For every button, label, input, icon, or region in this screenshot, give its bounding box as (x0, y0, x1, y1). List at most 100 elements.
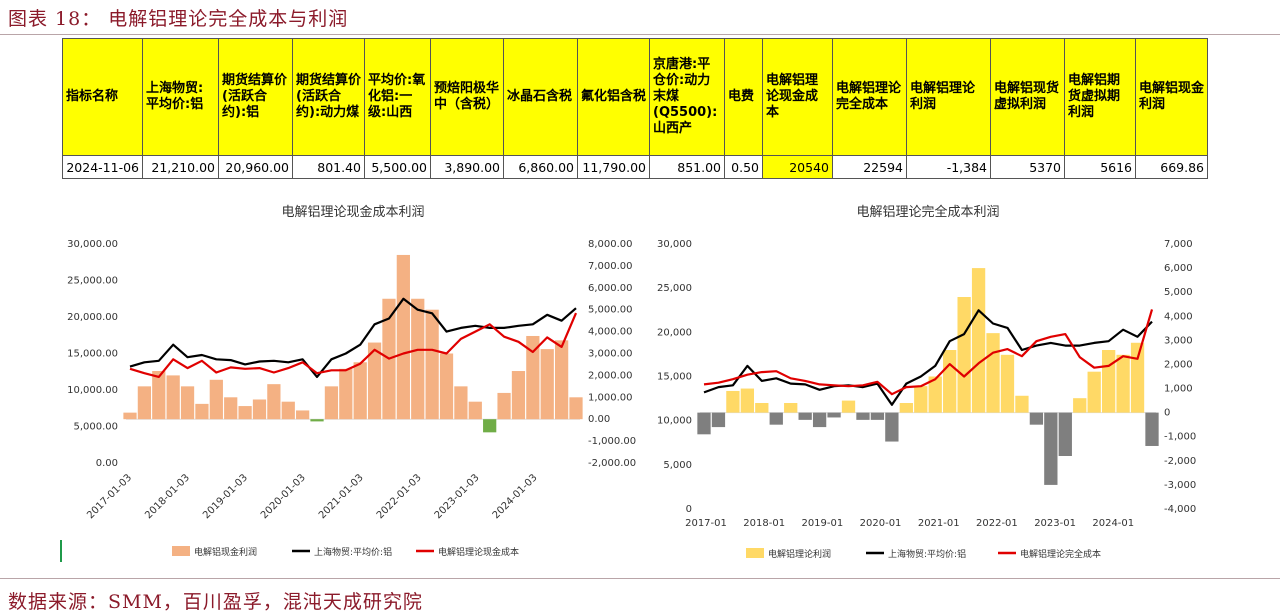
profit-bar (1130, 342, 1145, 413)
profit-bar (769, 412, 783, 425)
profit-bar (353, 362, 367, 420)
x-tick-label: 2024-01 (1092, 518, 1134, 529)
table-cell: 20,960.00 (218, 155, 293, 179)
y-left-tick-label: 30,000.00 (67, 239, 118, 250)
table-cell: 0.50 (724, 155, 763, 179)
profit-bar (986, 333, 1000, 413)
profit-bar (324, 386, 339, 420)
profit-bar (396, 254, 410, 420)
profit-bar (885, 412, 899, 442)
table-header-cell: 电费 (724, 38, 763, 156)
top-divider (0, 34, 1280, 35)
y-left-tick-label: 5,000 (663, 460, 692, 471)
y-right-tick-label: 5,000.00 (588, 305, 633, 316)
chart-panel-full: 电解铝理论完全成本利润 0 5,000 10,000 15,000 20,000 25,00… (648, 186, 1215, 578)
table-header-cell: 冰晶石含税 (503, 38, 578, 156)
legend-swatch (746, 548, 764, 558)
table-header-cell: 京唐港:平仓价:动力末煤(Q5500):山西产 (649, 38, 725, 156)
y-right-tick-label: 7,000 (1164, 239, 1193, 250)
x-tick-label: 2020-01-03 (259, 472, 308, 521)
profit-bar (755, 403, 769, 413)
y-left-tick-label: 30,000 (657, 239, 692, 250)
x-tick-label: 2018-01 (743, 518, 785, 529)
table-header-cell: 电解铝期货虚拟期利润 (1064, 38, 1136, 156)
x-tick-label: 2020-01 (860, 518, 902, 529)
profit-bar (569, 397, 583, 420)
y-right-tick-label: -4,000 (1164, 504, 1196, 515)
y-left-tick-label: 5,000.00 (73, 422, 118, 433)
table-header-cell: 电解铝理论现金成本 (762, 38, 833, 156)
profit-bar (439, 353, 454, 420)
legend-label: 电解铝现金利润 (194, 546, 257, 558)
table-header-cell: 电解铝理论完全成本 (832, 38, 907, 156)
x-tick-label: 2024-01-03 (491, 472, 540, 521)
table-cell: 2024-11-06 (62, 155, 143, 179)
y-right-tick-label: -3,000 (1164, 480, 1196, 491)
profit-bar (209, 379, 223, 420)
table-cell: 3,890.00 (430, 155, 504, 179)
x-tick-label: 2021-01-03 (317, 472, 366, 521)
y-left-tick-label: 10,000.00 (67, 385, 118, 396)
table-cell: 851.00 (649, 155, 725, 179)
y-right-tick-label: 0 (1164, 408, 1170, 419)
profit-bar (554, 340, 569, 420)
profit-bar (166, 375, 180, 420)
x-tick-label: 2018-01-03 (143, 472, 192, 521)
profit-bar (195, 403, 209, 420)
profit-bar (914, 386, 928, 413)
legend-label: 电解铝理论现金成本 (438, 546, 519, 558)
price-line (703, 309, 1153, 406)
cost-line (703, 309, 1154, 396)
y-right-tick-label: -1,000.00 (588, 436, 636, 447)
profit-bar (943, 350, 957, 413)
profit-bar (784, 403, 798, 413)
profit-bar (812, 412, 827, 428)
table-cell: 21,210.00 (142, 155, 219, 179)
legend-label: 上海物贸:平均价:铝 (314, 546, 392, 558)
profit-bar (711, 412, 726, 428)
y-right-tick-label: 2,000.00 (588, 370, 633, 381)
cash-profit-chart: 电解铝理论现金成本利润 0.00 5,000.00 10,000.00 15,000.0… (67, 204, 636, 558)
y-right-tick-label: -2,000.00 (588, 458, 636, 469)
y-left-tick-label: 20,000 (657, 327, 692, 338)
profit-bar (1087, 371, 1101, 413)
profit-bar (180, 386, 195, 420)
profit-bar (1000, 354, 1015, 413)
x-tick-label: 2021-01 (918, 518, 960, 529)
profit-bar (957, 297, 971, 413)
y-right-tick-label: -1,000 (1164, 432, 1196, 443)
table-header-cell: 期货结算价(活跃合约):铝 (218, 38, 293, 156)
y-left-tick-label: 25,000 (657, 283, 692, 294)
y-right-tick-label: 6,000.00 (588, 283, 633, 294)
table-header-cell: 电解铝现货虚拟利润 (990, 38, 1065, 156)
legend-label: 电解铝理论利润 (768, 548, 831, 560)
profit-bar (123, 412, 137, 420)
y-left-tick-label: 15,000.00 (67, 349, 118, 360)
x-tick-label: 2017-01 (685, 518, 727, 529)
table-header-cell: 上海物贸:平均价:铝 (142, 38, 219, 156)
profit-bar (827, 412, 841, 418)
profit-bar (281, 401, 295, 420)
profit-bar (1044, 412, 1058, 485)
profit-bar (468, 401, 482, 420)
y-left-tick-label: 20,000.00 (67, 312, 118, 323)
profit-bar (339, 368, 353, 420)
x-tick-label: 2022-01-03 (375, 472, 424, 521)
y-right-tick-label: 7,000.00 (588, 261, 633, 272)
profit-bar (697, 412, 711, 435)
chart-title: 电解铝理论现金成本利润 (281, 204, 424, 220)
table-cell: -1,384 (906, 155, 991, 179)
y-right-tick-label: 5,000 (1164, 287, 1193, 298)
x-tick-label: 2019-01-03 (201, 472, 250, 521)
profit-bar (1145, 412, 1159, 446)
source-note: 数据来源：SMM，百川盈孚，混沌天成研究院 (8, 591, 423, 613)
x-tick-label: 2023-01 (1034, 518, 1076, 529)
profit-bar (267, 384, 281, 420)
profit-bar (540, 349, 554, 420)
table-cell: 6,860.00 (503, 155, 578, 179)
y-right-tick-label: -2,000 (1164, 456, 1196, 467)
chart-panel-cash: 电解铝理论现金成本利润 0.00 5,000.00 10,000.00 15,000.0… (64, 186, 646, 578)
y-right-tick-label: 1,000 (1164, 384, 1193, 395)
x-tick-label: 2017-01-03 (85, 472, 134, 521)
profit-bar (296, 410, 310, 420)
